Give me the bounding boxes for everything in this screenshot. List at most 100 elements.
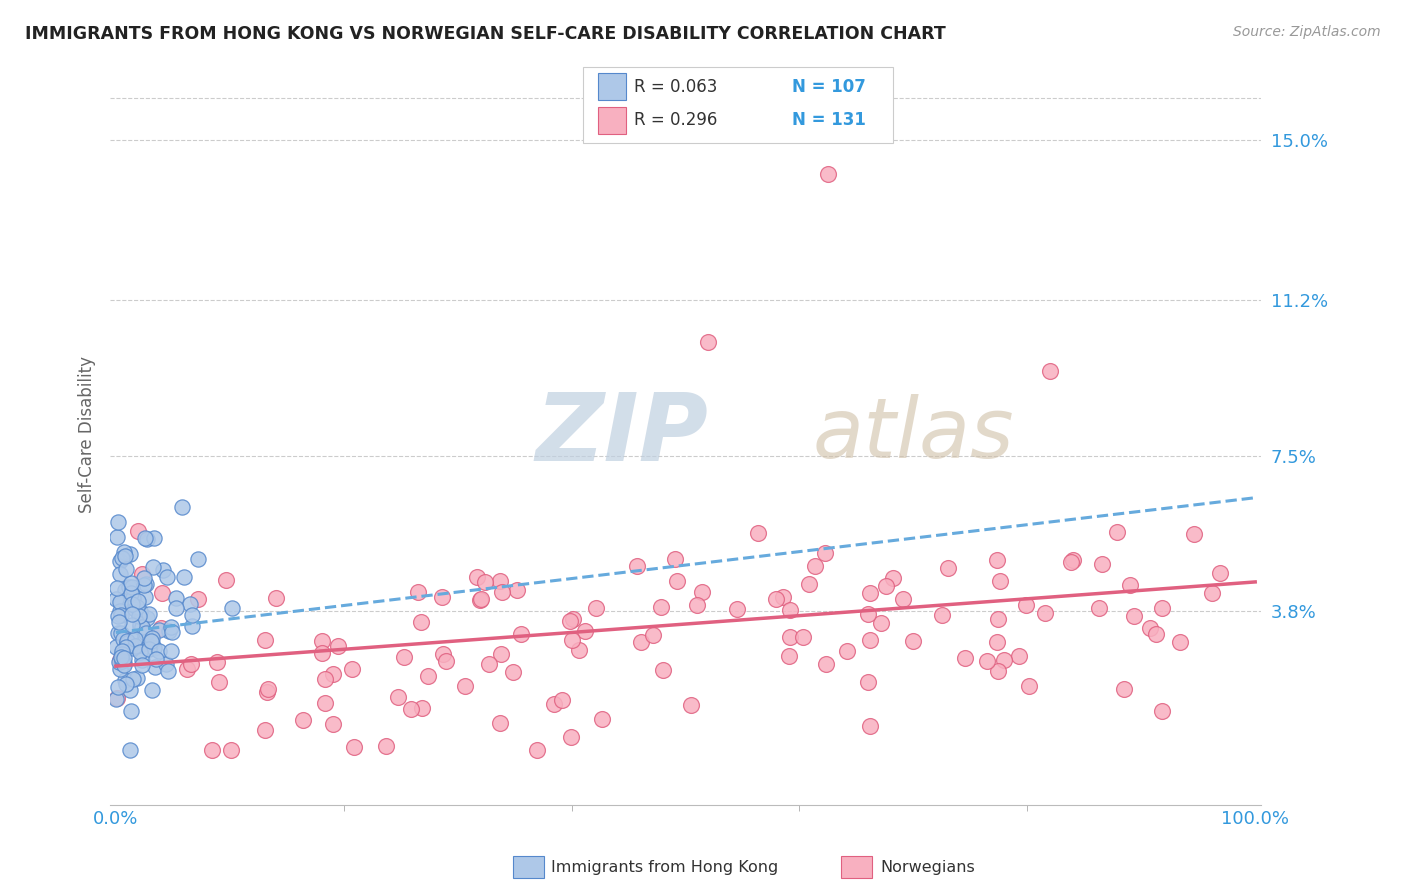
Point [434,654,457,668]
Point [343,739,366,754]
Point [221,601,243,615]
Point [561,632,583,647]
Point [686,598,709,612]
Point [132,578,155,592]
Point [105,690,128,705]
Point [778,649,800,664]
Point [491,585,513,599]
Point [256,685,278,699]
Point [160,644,183,658]
Point [869,616,891,631]
Point [115,676,138,690]
Point [328,639,350,653]
Text: Source: ZipAtlas.com: Source: ZipAtlas.com [1233,25,1381,39]
Point [1114,682,1136,697]
Point [111,655,134,669]
Text: atlas: atlas [813,394,1014,475]
Point [253,723,276,737]
Point [835,644,858,658]
Point [474,575,496,590]
Point [139,634,162,648]
Point [488,716,510,731]
Point [114,673,136,687]
Point [201,743,224,757]
Point [1182,527,1205,541]
Text: Immigrants from Hong Kong: Immigrants from Hong Kong [551,860,779,874]
Point [111,643,134,657]
Point [1008,649,1031,664]
Point [176,662,198,676]
Point [1018,679,1040,693]
Point [122,591,145,605]
Point [651,663,673,677]
Point [112,651,135,665]
Point [1123,609,1146,624]
Point [1091,557,1114,571]
Point [114,640,136,655]
Point [468,592,491,607]
Point [340,662,363,676]
Point [111,647,134,661]
Point [136,532,159,546]
Point [585,600,607,615]
Text: Norwegians: Norwegians [880,860,974,874]
Point [187,592,209,607]
Point [772,590,794,604]
Point [526,743,548,757]
Point [322,717,344,731]
Point [112,657,135,672]
Point [779,603,801,617]
Point [142,560,165,574]
Point [814,657,837,671]
Point [1062,553,1084,567]
Point [859,586,882,600]
Point [135,577,157,591]
Text: N = 107: N = 107 [792,78,866,95]
Point [107,609,129,624]
Point [574,624,596,639]
Point [993,653,1015,667]
Point [131,657,153,672]
Point [107,680,129,694]
Point [311,634,333,648]
Point [120,586,142,600]
Point [1168,635,1191,649]
Point [131,566,153,581]
Point [1035,606,1057,620]
Point [1209,566,1232,581]
Point [156,570,179,584]
Point [215,573,238,587]
Point [121,597,143,611]
Point [901,634,924,648]
Point [134,628,156,642]
Point [817,167,839,181]
Point [121,607,143,622]
Point [118,580,141,594]
Point [120,547,142,561]
Point [650,599,672,614]
Point [118,682,141,697]
Point [110,554,132,568]
Point [157,624,180,638]
Point [891,591,914,606]
Point [115,635,138,649]
Point [253,632,276,647]
Point [207,656,229,670]
Point [124,639,146,653]
Point [180,657,202,671]
Point [173,570,195,584]
Point [558,615,581,629]
Point [1139,621,1161,635]
Point [141,636,163,650]
Point [375,739,398,754]
Point [467,570,489,584]
Point [124,632,146,646]
Point [550,693,572,707]
Point [160,624,183,639]
Point [560,730,582,744]
Point [859,719,882,733]
Point [1119,578,1142,592]
Point [138,607,160,621]
Text: IMMIGRANTS FROM HONG KONG VS NORWEGIAN SELF-CARE DISABILITY CORRELATION CHART: IMMIGRANTS FROM HONG KONG VS NORWEGIAN S… [25,25,946,43]
Point [987,612,1010,626]
